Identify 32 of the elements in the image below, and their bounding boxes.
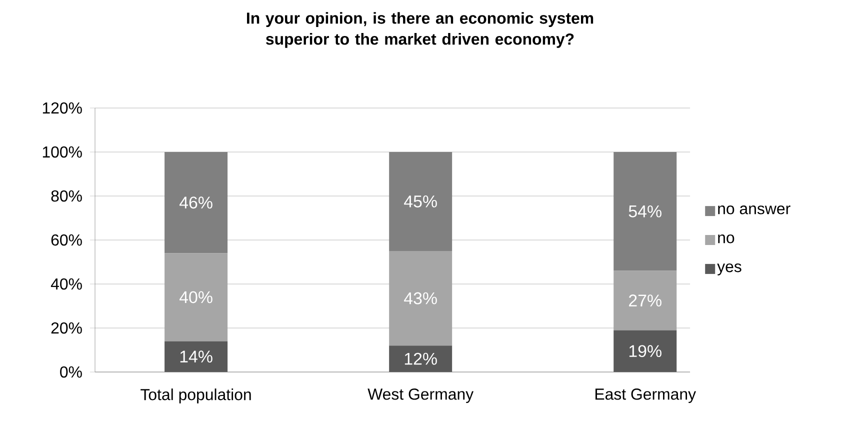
bar [614, 152, 677, 271]
x-tick-label: Total population [140, 388, 251, 404]
y-tick-label: 120% [42, 102, 82, 114]
bar [389, 152, 452, 251]
bar [164, 253, 228, 342]
y-tick-label: 100% [42, 146, 82, 158]
data-label: 14% [180, 350, 212, 363]
data-label: 45% [404, 196, 437, 208]
y-tick-label: 40% [50, 278, 82, 290]
y-tick-label: 0% [60, 366, 82, 378]
x-tick-label: West Germany [368, 388, 474, 403]
data-label: 19% [629, 345, 662, 358]
bar [164, 341, 228, 372]
chart-title: In your opinion, is there an economic system superior to the market driven economy? [247, 12, 594, 48]
y-tick-label: 20% [51, 322, 82, 334]
bar [614, 270, 677, 330]
bar [389, 346, 452, 372]
legend-label: yes [717, 263, 742, 276]
data-label: 43% [404, 292, 437, 304]
bar [164, 152, 228, 254]
data-label: 12% [404, 352, 437, 365]
bar [614, 330, 677, 372]
data-label: 40% [179, 291, 212, 304]
legend-label: no [718, 234, 734, 244]
legend-label: no answer [718, 206, 790, 214]
data-label: 54% [628, 205, 662, 218]
data-label: 46% [179, 196, 212, 209]
y-tick-label: 80% [51, 190, 82, 202]
x-tick-label: East Germany [595, 388, 696, 403]
bar [389, 251, 452, 346]
data-label: 27% [629, 294, 662, 306]
y-tick-label: 60% [51, 234, 82, 246]
